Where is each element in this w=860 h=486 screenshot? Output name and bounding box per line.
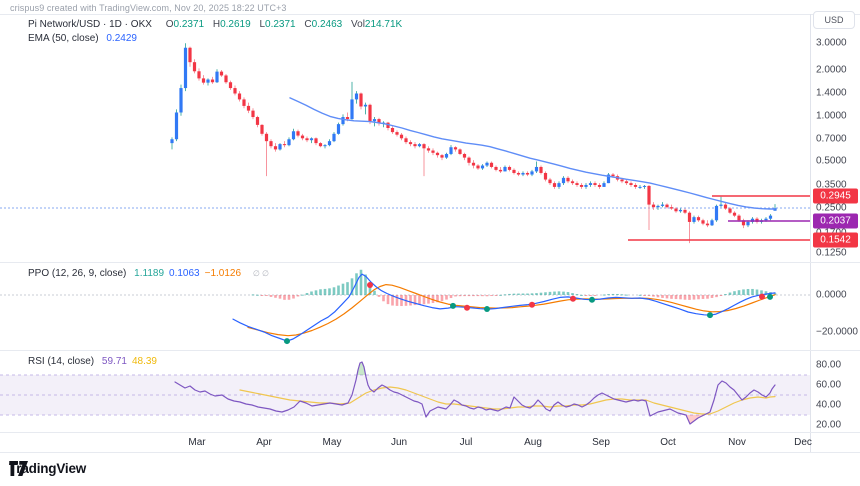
rsi-title[interactable]: RSI (14, close) [28, 356, 95, 367]
symbol-legend[interactable]: Pi Network/USD · 1D · OKX O0.2371 H0.261… [28, 19, 402, 30]
price-tick: 3.0000 [816, 37, 847, 49]
ppo-signal-dot [484, 306, 490, 313]
low-label: L [259, 19, 266, 30]
ppo-signal-dot [450, 302, 456, 309]
panel-divider [0, 14, 860, 15]
ema-legend[interactable]: EMA (50, close) 0.2429 [28, 33, 137, 44]
ppo-plot-value: −1.0126 [204, 268, 242, 279]
time-label: Jun [390, 437, 408, 448]
tradingview-logo-icon [9, 461, 28, 476]
ppo-tick: −20.0000 [816, 326, 858, 338]
tradingview-logo-text: TradingView [9, 461, 87, 476]
high-label: H [212, 19, 221, 30]
ppo-tick: 0.0000 [816, 289, 847, 301]
main-chart-pane [0, 43, 810, 244]
rsi-pane [0, 361, 810, 425]
price-tick: 1.4000 [816, 87, 847, 99]
price-tick: 0.7000 [816, 133, 847, 145]
rsi-tick: 60.00 [816, 379, 842, 391]
ppo-plot-value: 0.1063 [169, 268, 200, 279]
tradingview-logo[interactable]: TradingView [9, 461, 86, 476]
ppo-signal-dot [767, 293, 773, 300]
rsi-tick: 40.00 [816, 399, 842, 411]
rsi-pane-divider [0, 350, 860, 351]
time-label: May [322, 437, 342, 448]
open-label: O [165, 19, 174, 30]
price-tick: 0.1250 [816, 247, 847, 259]
price-level-badge[interactable]: 0.2945 [813, 188, 858, 204]
rsi-plot-value: 59.71 [101, 356, 127, 367]
time-axis-border [0, 432, 860, 433]
time-label: Aug [524, 437, 542, 448]
ppo-signal-dot [367, 282, 373, 289]
price-tick: 0.2500 [816, 202, 847, 214]
rsi-values: 59.71 48.39 [102, 356, 162, 367]
price-tick: 0.5000 [816, 155, 847, 167]
rsi-plot-value: 48.39 [131, 356, 157, 367]
ppo-signal-dot [570, 295, 576, 302]
ppo-signal-dot [284, 338, 290, 345]
ema-title[interactable]: EMA (50, close) [28, 33, 99, 44]
time-label: Mar [188, 437, 206, 448]
volume-label: Vol [351, 19, 365, 30]
ppo-values: 1.1189 0.1063 −1.0126 [134, 268, 246, 279]
price-tick: 1.0000 [816, 110, 847, 122]
ppo-signal-dot [759, 293, 765, 300]
price-tick: 2.0000 [816, 64, 847, 76]
time-label: Jul [459, 437, 473, 448]
price-axis-border [810, 14, 811, 452]
price-level-badge[interactable]: 0.1542 [813, 232, 858, 248]
volume-value: 214.71K [364, 19, 403, 30]
close-value: 0.2463 [311, 19, 343, 30]
rsi-tick: 80.00 [816, 359, 842, 371]
time-label: Nov [728, 437, 746, 448]
time-label: Oct [660, 437, 676, 448]
usd-button[interactable]: USD [813, 11, 855, 29]
time-label: Sep [592, 437, 610, 448]
rsi-tick: 20.00 [816, 419, 842, 431]
open-value: 0.2371 [173, 19, 205, 30]
rsi-legend[interactable]: RSI (14, close) 59.71 48.39 [28, 356, 162, 367]
footer-border [0, 452, 860, 453]
ppo-signal-dot [529, 301, 535, 308]
low-value: 0.2371 [265, 19, 296, 30]
price-tick: 0.3500 [816, 179, 847, 191]
ppo-signal-dot [707, 312, 713, 319]
ppo-legend[interactable]: PPO (12, 26, 9, close) 1.1189 0.1063 −1.01… [28, 268, 269, 279]
ppo-signal-dot [464, 304, 470, 311]
price-level-badge[interactable]: 0.2037 [813, 213, 858, 229]
high-value: 0.2619 [220, 19, 251, 30]
ema-value: 0.2429 [106, 33, 137, 44]
time-label: Dec [794, 437, 812, 448]
symbol-title[interactable]: Pi Network/USD · 1D · OKX [28, 19, 152, 30]
ppo-pane-divider [0, 262, 860, 263]
watermark: crispus9 created with TradingView.com, N… [10, 3, 287, 13]
ppo-signal-dot [589, 296, 595, 303]
ppo-muted-value-icon[interactable]: ∅ ∅ [252, 269, 269, 278]
ppo-pane [0, 269, 810, 345]
ppo-title[interactable]: PPO (12, 26, 9, close) [28, 268, 127, 279]
time-label: Apr [256, 437, 272, 448]
ppo-plot-value: 1.1189 [134, 268, 165, 279]
close-label: C [304, 19, 312, 30]
